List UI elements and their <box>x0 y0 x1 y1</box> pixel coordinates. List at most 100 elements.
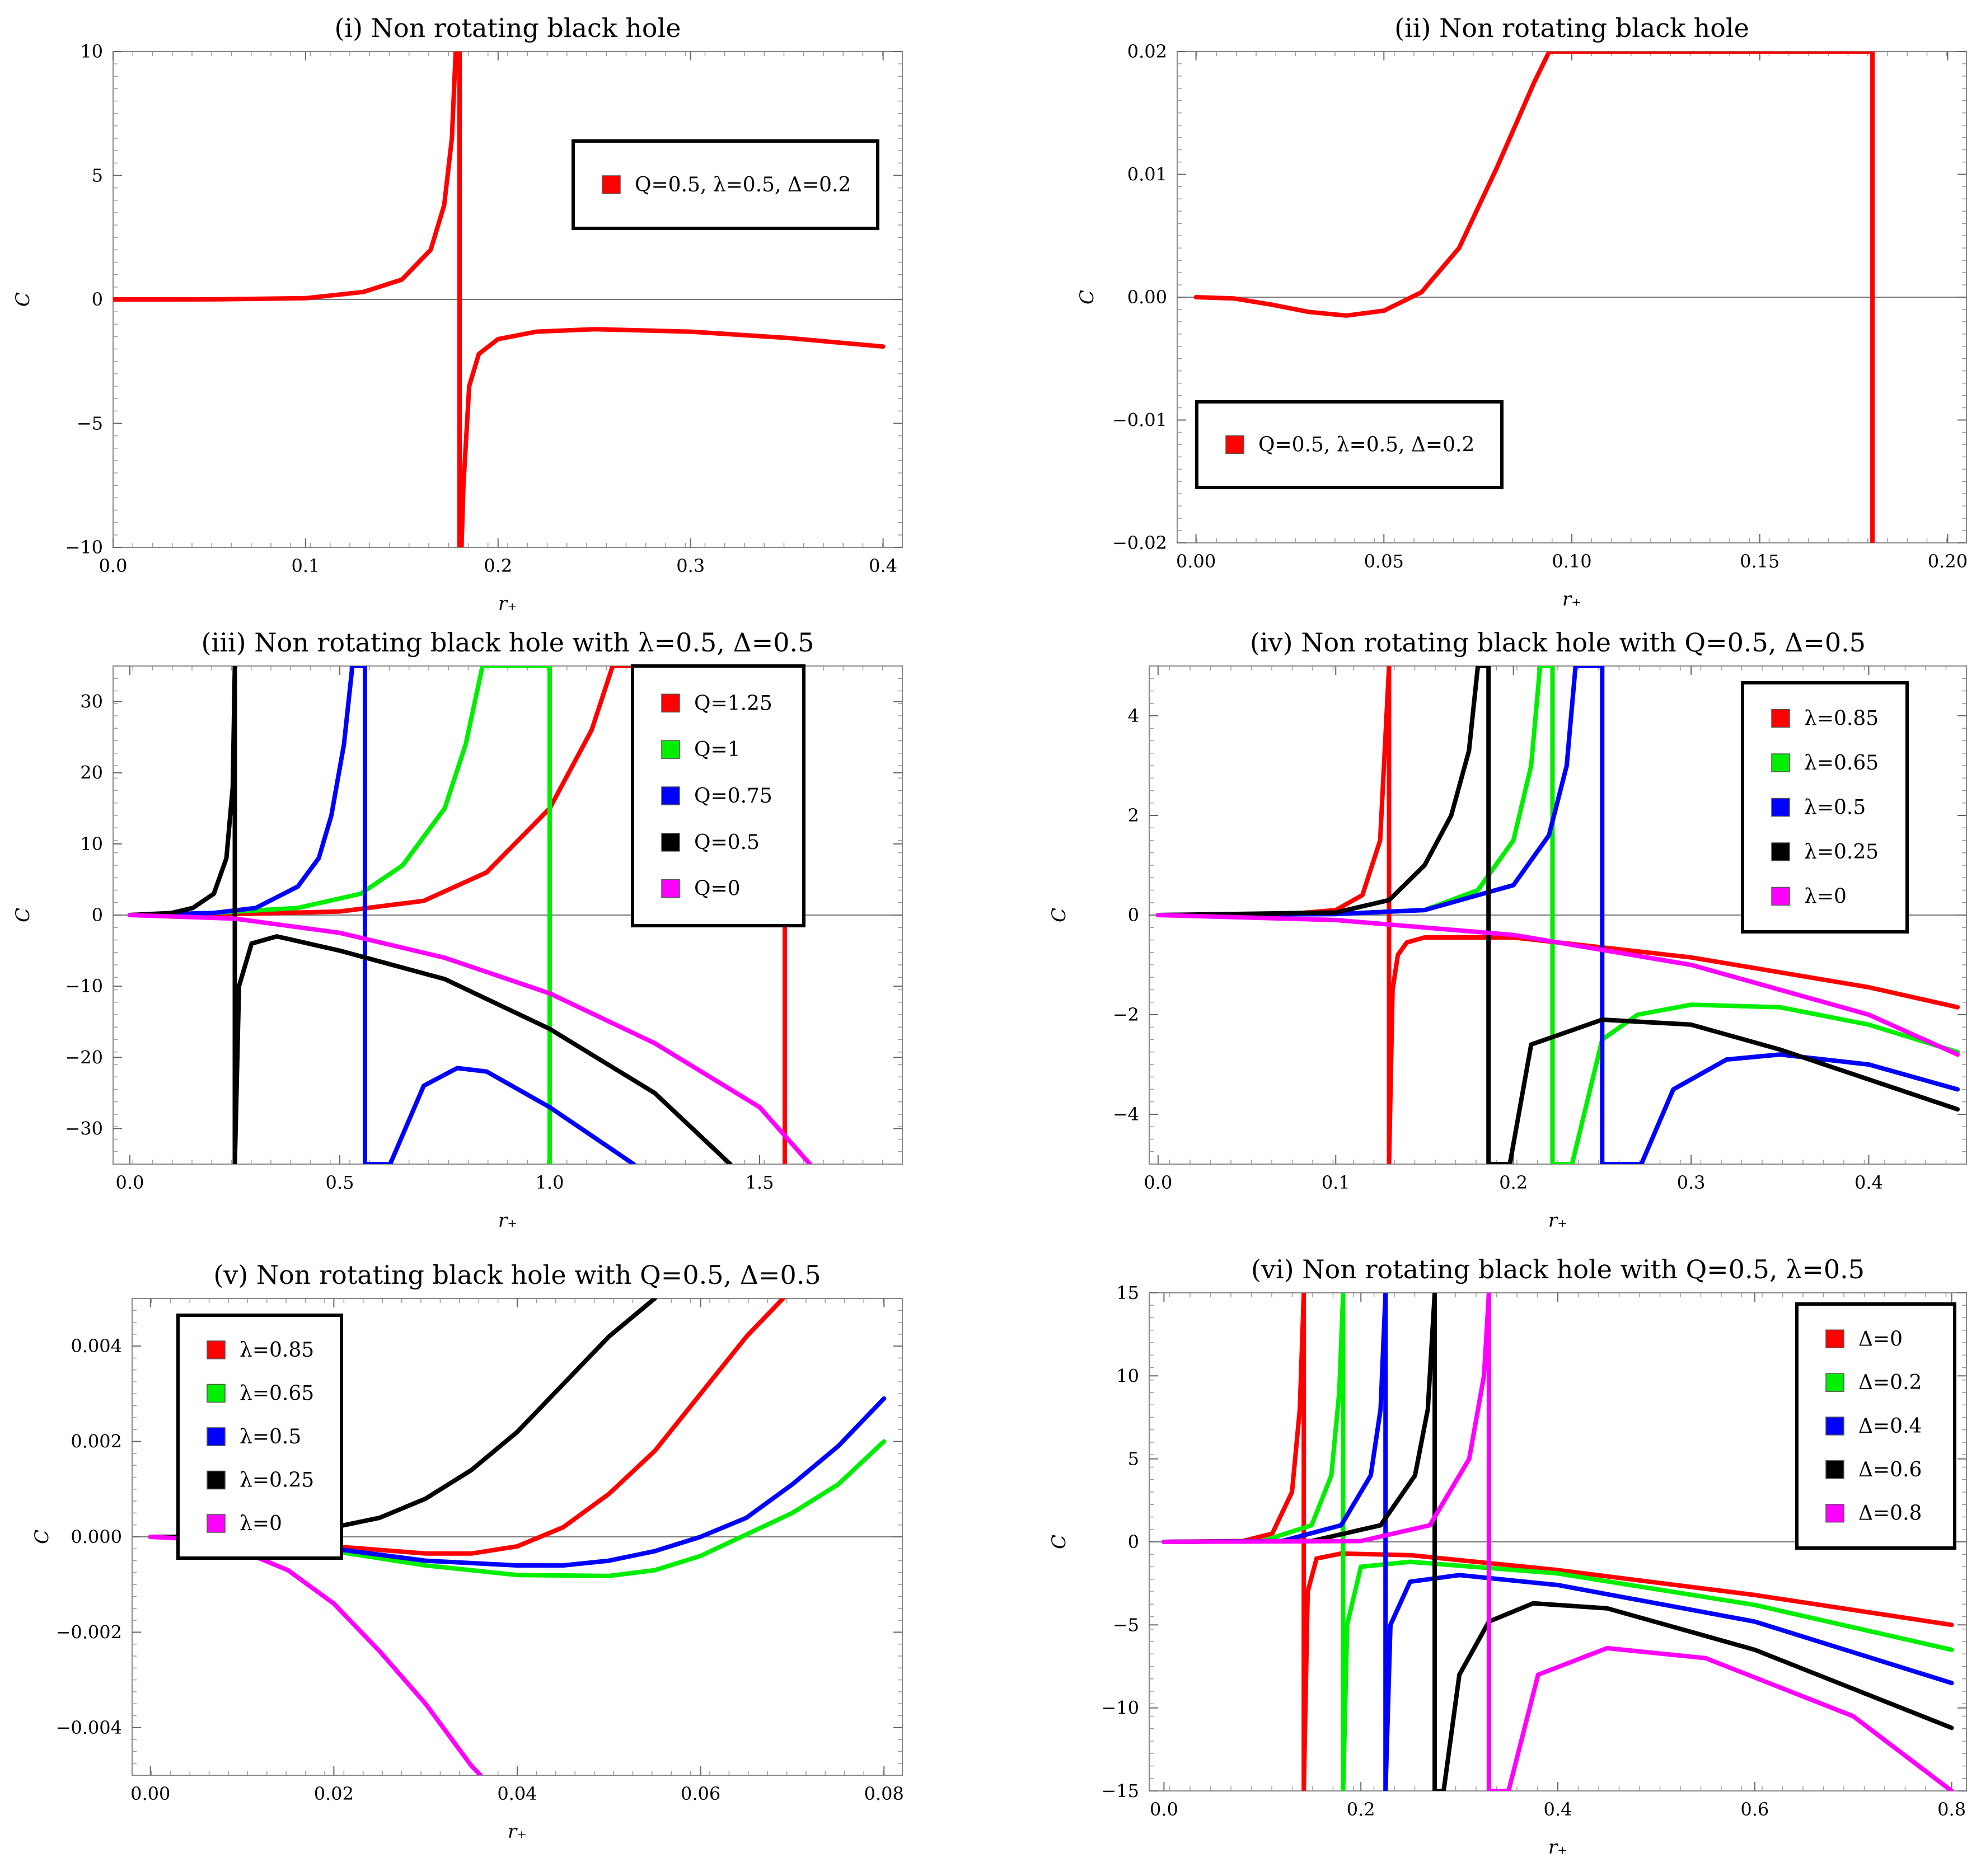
legend-label: λ=0.65 <box>240 1382 314 1405</box>
y-tick-label: 5 <box>92 165 103 186</box>
y-tick-label: 30 <box>80 691 103 712</box>
y-tick-label: −10 <box>1101 1697 1139 1719</box>
legend-swatch <box>207 1470 226 1490</box>
series-line <box>148 1535 483 1775</box>
y-tick-label: 0.004 <box>71 1335 122 1357</box>
y-tick-label: −0.004 <box>56 1717 122 1738</box>
legend-label: λ=0 <box>240 1512 282 1535</box>
chart-title: (ii) Non rotating black hole <box>1394 13 1749 43</box>
legend-label: λ=0.85 <box>1804 707 1879 730</box>
series-line <box>1155 913 1960 1057</box>
series-line <box>1162 1293 1954 1791</box>
y-tick-label: 0.002 <box>71 1431 122 1452</box>
chart-title: (iii) Non rotating black hole with λ=0.5… <box>202 627 814 658</box>
chart-panel: (i) Non rotating black hole 0.0 0.1 0.2 0.3 0… <box>12 13 903 615</box>
y-tick-label: 20 <box>80 762 103 784</box>
series-line <box>128 666 733 1164</box>
series-line <box>1162 1293 1954 1791</box>
y-tick-label: −5 <box>1113 1614 1139 1635</box>
series-line <box>1155 666 1960 1164</box>
x-axis-label: r₊ <box>508 1821 527 1843</box>
legend-label: Q=0.5, λ=0.5, Δ=0.2 <box>635 173 851 196</box>
y-tick-label: −30 <box>65 1118 103 1139</box>
series-line <box>128 913 812 1164</box>
series-line <box>1155 666 1960 1164</box>
x-tick-label: 0.00 <box>1176 551 1216 572</box>
legend-label: Δ=0.6 <box>1858 1458 1922 1481</box>
series-line <box>1155 666 1960 1164</box>
y-tick-label: 0.01 <box>1127 164 1167 185</box>
legend-swatch <box>1771 753 1790 772</box>
y-tick-label: 0 <box>1128 1531 1139 1553</box>
x-tick-label: 0.4 <box>1854 1172 1883 1193</box>
y-tick-label: −10 <box>65 975 103 997</box>
legend-swatch <box>207 1340 226 1359</box>
x-tick-label: 0.3 <box>1677 1172 1706 1193</box>
x-tick-label: 0.2 <box>484 555 512 576</box>
series-line <box>1162 1293 1954 1791</box>
x-tick-label: 0.05 <box>1364 551 1404 572</box>
legend-label: Q=1.25 <box>694 692 772 715</box>
legend-label: Q=1 <box>694 738 741 761</box>
y-tick-label: 0 <box>1128 904 1139 926</box>
legend-swatch <box>1825 1373 1844 1392</box>
chart-panel: (iv) Non rotating black hole with Q=0.5,… <box>1048 627 1967 1232</box>
y-tick-label: −4 <box>1113 1104 1139 1125</box>
y-tick-label: 2 <box>1128 805 1139 826</box>
x-tick-label: 0.00 <box>130 1783 170 1804</box>
x-tick-label: 0.8 <box>1937 1799 1966 1820</box>
legend-swatch <box>1225 435 1244 454</box>
legend-swatch <box>661 786 680 805</box>
chart-panel: (ii) Non rotating black hole 0.00 0.05 0.10… <box>1076 13 1968 611</box>
legend-swatch <box>661 740 680 759</box>
series-line <box>128 666 636 1164</box>
x-tick-label: 0.0 <box>1144 1172 1172 1193</box>
legend: Q=0.5, λ=0.5, Δ=0.2 <box>572 139 879 230</box>
y-axis-label: C <box>1076 290 1098 304</box>
chart-title: (vi) Non rotating black hole with Q=0.5,… <box>1251 1254 1865 1284</box>
x-tick-label: 0.1 <box>291 555 320 576</box>
x-tick-label: 0.0 <box>1150 1799 1178 1820</box>
y-tick-label: −10 <box>65 537 103 558</box>
legend-swatch <box>1825 1417 1844 1436</box>
x-axis-label: r₊ <box>1548 1209 1567 1232</box>
legend-swatch <box>207 1514 226 1533</box>
y-tick-label: −0.01 <box>1112 410 1167 431</box>
legend-swatch <box>1825 1503 1844 1523</box>
y-axis-label: C <box>1048 1535 1070 1549</box>
legend-label: Δ=0.4 <box>1858 1415 1922 1438</box>
y-tick-label: 10 <box>1116 1365 1139 1386</box>
y-tick-label: 0.000 <box>71 1526 122 1547</box>
legend-label: λ=0.65 <box>1804 752 1879 775</box>
series-line <box>128 666 552 1164</box>
legend-swatch <box>661 693 680 713</box>
chart-panel: (vi) Non rotating black hole with Q=0.5,… <box>1048 1254 1967 1859</box>
y-tick-label: 0 <box>92 289 103 310</box>
legend-swatch <box>1825 1460 1844 1479</box>
y-tick-label: 5 <box>1128 1448 1139 1470</box>
y-tick-label: −0.002 <box>56 1621 122 1643</box>
legend-label: λ=0.85 <box>240 1339 314 1362</box>
x-tick-label: 0.4 <box>869 555 897 576</box>
x-axis-label: r₊ <box>1548 1836 1567 1859</box>
legend-label: λ=0.5 <box>240 1425 301 1448</box>
legend-box <box>631 664 805 927</box>
series-line <box>1155 666 1960 1164</box>
x-tick-label: 1.0 <box>536 1172 564 1193</box>
legend-swatch <box>661 879 680 898</box>
legend-swatch <box>1771 798 1790 817</box>
y-axis-label: C <box>31 1530 53 1544</box>
legend-swatch <box>661 833 680 852</box>
legend: λ=0.85 λ=0.65 λ=0.5 λ=0.25 λ=0 <box>176 1314 343 1560</box>
x-tick-label: 0.08 <box>864 1783 904 1804</box>
x-tick-label: 0.0 <box>116 1172 144 1193</box>
legend-box <box>572 139 879 230</box>
legend-swatch <box>1771 842 1790 861</box>
legend-swatch <box>207 1383 226 1403</box>
legend: λ=0.85 λ=0.65 λ=0.5 λ=0.25 λ=0 <box>1741 681 1909 934</box>
y-tick-label: 4 <box>1128 705 1139 726</box>
legend-label: λ=0.5 <box>1804 796 1866 819</box>
chart-panel: (v) Non rotating black hole with Q=0.5, … <box>31 1260 904 1843</box>
legend-box <box>1741 681 1909 934</box>
